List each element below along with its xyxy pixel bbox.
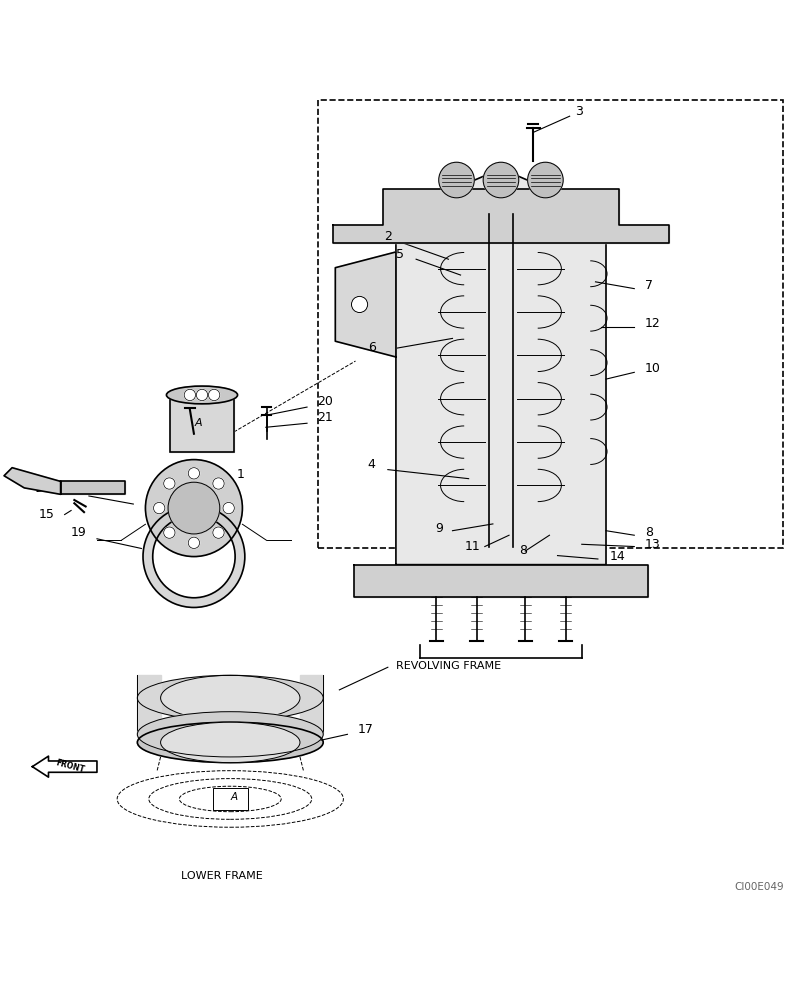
Bar [170,395,234,452]
Ellipse shape [161,722,300,763]
Text: 17: 17 [358,723,374,736]
Text: 8: 8 [519,544,527,557]
Text: 4: 4 [368,458,376,471]
Circle shape [483,162,519,198]
Bar [170,395,234,452]
Polygon shape [335,252,396,357]
Text: 18: 18 [62,484,78,497]
Polygon shape [333,189,669,243]
Text: 15: 15 [38,508,54,521]
Circle shape [145,460,242,557]
Text: 6: 6 [368,341,376,354]
Circle shape [164,527,175,538]
Ellipse shape [137,712,323,757]
Circle shape [223,502,234,514]
Text: 12: 12 [645,317,660,330]
Ellipse shape [161,675,300,721]
Circle shape [439,162,474,198]
Text: 16: 16 [35,482,50,495]
Circle shape [528,162,563,198]
Circle shape [164,478,175,489]
Text: 21: 21 [317,411,332,424]
Circle shape [213,478,224,489]
Text: 20: 20 [317,395,333,408]
Circle shape [184,389,196,401]
Circle shape [213,527,224,538]
Text: 1: 1 [237,468,245,481]
Circle shape [208,389,220,401]
Polygon shape [300,675,323,734]
Text: LOWER FRAME: LOWER FRAME [181,871,263,881]
Bar [213,788,248,810]
Text: 11: 11 [465,540,481,553]
Text: 5: 5 [396,248,404,261]
Polygon shape [137,675,161,734]
Circle shape [188,468,200,479]
Text: 15: 15 [198,412,214,425]
Text: 19: 19 [71,526,86,539]
Text: A: A [231,792,238,802]
Text: 9: 9 [435,522,443,535]
Text: 7: 7 [645,279,653,292]
Text: 2: 2 [384,230,392,243]
Polygon shape [61,481,125,494]
Polygon shape [32,756,97,777]
Text: FRONT: FRONT [55,758,86,775]
Circle shape [196,389,208,401]
Circle shape [188,537,200,548]
Text: 14: 14 [610,550,625,563]
Ellipse shape [137,722,323,763]
Bar [318,100,783,548]
Text: 10: 10 [645,362,661,375]
Text: A: A [194,418,202,428]
Text: 3: 3 [575,105,583,118]
Polygon shape [396,169,606,565]
Circle shape [351,296,368,313]
Circle shape [168,482,220,534]
Text: 13: 13 [645,538,660,551]
Circle shape [154,502,165,514]
Polygon shape [4,468,61,494]
Ellipse shape [137,675,323,721]
Text: REVOLVING FRAME: REVOLVING FRAME [396,661,501,671]
Polygon shape [354,565,648,597]
Text: CI00E049: CI00E049 [734,882,784,892]
Ellipse shape [166,386,238,404]
Text: 8: 8 [645,526,653,539]
